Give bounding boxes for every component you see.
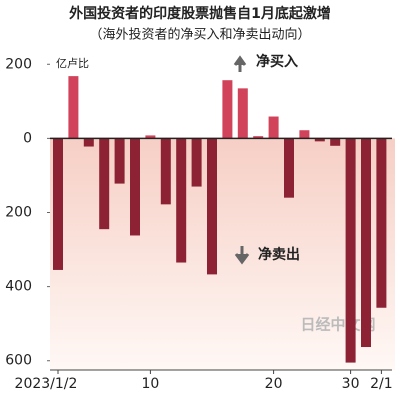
bar bbox=[299, 130, 310, 139]
watermark: 日经中文网 bbox=[300, 316, 375, 334]
bar bbox=[284, 138, 294, 198]
bar bbox=[145, 135, 156, 139]
bar bbox=[130, 138, 140, 236]
bar bbox=[253, 136, 264, 139]
bar bbox=[68, 76, 79, 139]
chart-subtitle: （海外投资者的净买入和净卖出动向） bbox=[89, 27, 310, 43]
y-tick-label: 600 bbox=[5, 353, 32, 369]
down-arrow bbox=[234, 246, 250, 265]
bar bbox=[268, 116, 279, 139]
bar bbox=[160, 138, 171, 205]
up-arrow bbox=[233, 55, 247, 72]
x-tick-label: 30 bbox=[342, 376, 360, 392]
bar bbox=[345, 138, 356, 363]
bar bbox=[361, 138, 371, 348]
bar bbox=[83, 138, 94, 147]
bar bbox=[191, 138, 202, 187]
unit-label: 亿卢比 bbox=[56, 57, 89, 70]
y-tick-label: 0 bbox=[23, 130, 32, 146]
bar bbox=[114, 138, 125, 184]
bar bbox=[376, 138, 387, 308]
y-tick-label: 200 bbox=[5, 56, 32, 72]
bar bbox=[53, 138, 63, 270]
x-tick-label: 2023/1/2 bbox=[15, 376, 78, 392]
y-tick-label: 400 bbox=[5, 279, 32, 295]
chart-title: 外国投资者的印度股票抛售自1月底起激增 bbox=[69, 5, 331, 22]
sell-annotation: 净卖出 bbox=[258, 246, 300, 263]
bar bbox=[99, 138, 110, 230]
x-tick-label: 20 bbox=[265, 376, 283, 392]
bar bbox=[237, 88, 248, 139]
bar bbox=[176, 138, 187, 263]
bar bbox=[207, 138, 217, 275]
bar bbox=[330, 138, 341, 146]
y-tick-label: 200 bbox=[5, 205, 32, 221]
bar bbox=[314, 138, 325, 142]
x-tick-label: 2/1 bbox=[370, 376, 393, 392]
x-tick-label: 10 bbox=[141, 376, 159, 392]
bar bbox=[222, 80, 233, 139]
buy-annotation: 净买入 bbox=[256, 53, 298, 70]
